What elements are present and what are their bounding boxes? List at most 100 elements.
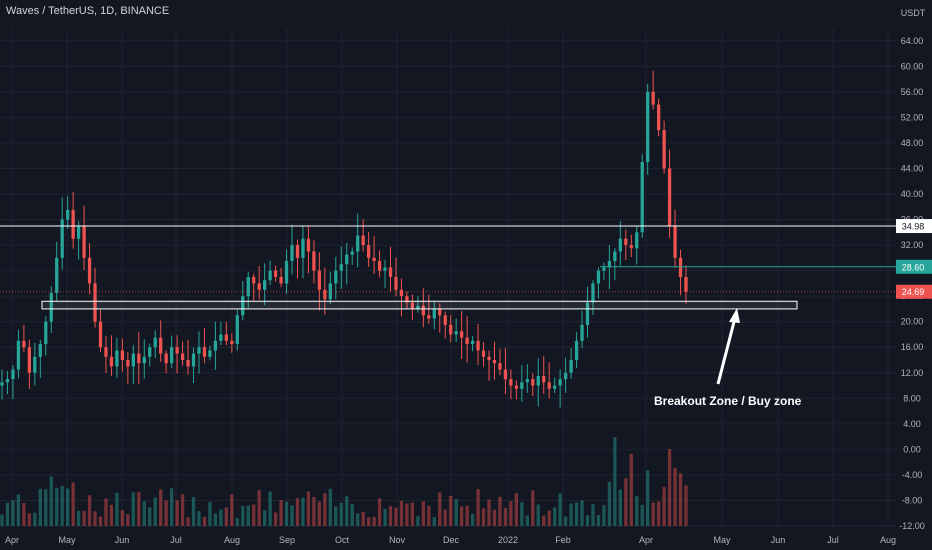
candle-body <box>153 337 157 348</box>
volume-bar <box>186 517 190 526</box>
volume-bar <box>339 502 343 526</box>
volume-bar <box>667 449 672 526</box>
volume-bar <box>290 505 294 526</box>
candle-body <box>115 350 119 367</box>
volume-bar <box>410 502 415 526</box>
candle-body <box>22 340 26 348</box>
candle-body <box>438 308 442 316</box>
volume-bar <box>438 492 442 526</box>
volume-bar <box>44 489 48 526</box>
volume-bar <box>405 503 409 526</box>
volume-bar <box>164 500 168 526</box>
candle-body <box>651 91 655 105</box>
candle-body <box>16 340 21 370</box>
volume-bar <box>520 502 524 526</box>
volume-bar <box>219 509 223 526</box>
candle-body <box>246 277 250 297</box>
candle-body <box>180 353 185 360</box>
breakout-zone-annotation: Breakout Zone / Buy zone <box>654 394 802 408</box>
volume-bar <box>142 501 146 526</box>
candle-body <box>624 238 628 246</box>
volume-bar <box>82 510 86 526</box>
volume-bar <box>273 512 278 526</box>
volume-bar <box>449 496 453 526</box>
volume-bar <box>66 488 70 526</box>
candle-body <box>427 315 431 319</box>
volume-bar <box>301 497 305 526</box>
volume-bar <box>98 516 103 526</box>
volume-bar <box>284 501 289 526</box>
x-tick-label: Dec <box>443 535 460 545</box>
candle-body <box>596 270 601 284</box>
volume-bar <box>104 498 108 526</box>
volume-bar <box>465 505 469 526</box>
volume-bar <box>257 490 261 526</box>
volume-bar <box>208 501 212 526</box>
volume-bar <box>481 508 486 526</box>
volume-bar <box>629 453 633 526</box>
candle-body <box>531 379 535 386</box>
volume-bar <box>191 497 196 526</box>
volume-bar <box>38 488 42 526</box>
volume-bar <box>306 491 311 526</box>
candle-body <box>33 356 37 373</box>
candle-body <box>460 331 464 338</box>
candle-body <box>164 353 168 364</box>
volume-bar <box>60 486 64 526</box>
volume-bar <box>115 492 119 526</box>
x-tick-label: May <box>713 535 731 545</box>
candle-body <box>257 283 261 290</box>
volume-bar <box>591 504 595 526</box>
candle-body <box>224 334 228 341</box>
candle-body <box>536 375 540 386</box>
candle-body <box>263 280 267 290</box>
candle-body <box>563 372 568 380</box>
price-tag-white: 34.98 <box>902 222 925 232</box>
candle-body <box>290 245 294 262</box>
grid-lines <box>0 28 896 527</box>
volume-bar <box>432 517 436 526</box>
x-tick-label: 2022 <box>498 535 518 545</box>
arrow-head <box>729 308 740 323</box>
arrow-shaft <box>716 317 737 385</box>
price-tag-teal-bg <box>896 259 932 274</box>
candle-body <box>465 337 469 345</box>
volume-bar <box>460 506 464 526</box>
x-tick-label: May <box>58 535 76 545</box>
candle-body <box>405 296 409 303</box>
x-tick-label: Nov <box>389 535 406 545</box>
volume-bar <box>684 485 688 526</box>
volume-bar <box>235 517 239 526</box>
y-tick-label: 20.00 <box>901 317 924 327</box>
volume-bar <box>169 488 174 526</box>
candle-body <box>383 267 387 271</box>
volume-bar <box>553 507 557 526</box>
volume-bar <box>49 476 53 526</box>
candle-body <box>268 270 272 281</box>
y-tick-label: 32.00 <box>901 240 924 250</box>
volume-bar <box>394 507 398 526</box>
y-tick-label: 52.00 <box>901 112 924 122</box>
candle-body <box>487 356 491 360</box>
candle-body <box>104 347 108 357</box>
volume-bar <box>246 505 250 526</box>
volume-bar <box>328 488 332 526</box>
candle-body <box>607 261 612 268</box>
x-tick-label: Sep <box>279 535 295 545</box>
candle-body <box>525 379 529 383</box>
candle-body <box>443 315 447 325</box>
candle-body <box>553 385 557 389</box>
volume-bar <box>356 513 360 526</box>
candle-body <box>11 369 15 380</box>
chart-title: Waves / TetherUS, 1D, BINANCE <box>6 5 170 17</box>
candle-body <box>350 251 354 255</box>
volume-bar <box>673 467 677 526</box>
volume-bar <box>366 517 371 526</box>
volume-bar <box>416 516 420 526</box>
candle-body <box>399 289 404 297</box>
candle-body <box>120 350 125 360</box>
candle-body <box>279 277 283 284</box>
volume-bar <box>618 489 622 526</box>
volume-bar <box>613 437 617 526</box>
